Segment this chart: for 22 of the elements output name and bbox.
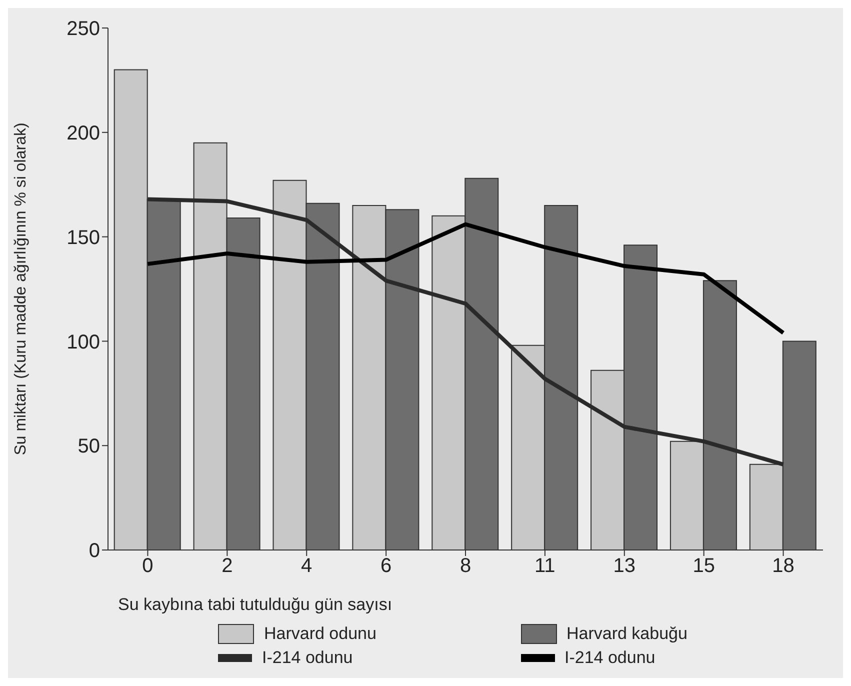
x-tick-label: 2 [222, 555, 233, 578]
legend-label: Harvard kabuğu [566, 624, 688, 644]
y-tick-label: 50 [78, 436, 100, 458]
x-tick-label: 4 [301, 555, 312, 578]
x-tick-label: 8 [460, 555, 472, 578]
x-tick-label: 0 [142, 555, 154, 578]
x-tick-label: 15 [692, 555, 715, 578]
x-tick-label: 13 [613, 555, 636, 578]
y-tick-label: 150 [66, 226, 100, 249]
legend-label: Harvard odunu [264, 624, 376, 644]
y-tick-label: 200 [66, 122, 100, 144]
x-tick-label: 11 [534, 555, 556, 578]
x-tick-label: 6 [380, 555, 392, 578]
y-tick-label: 100 [66, 331, 100, 354]
legend-label: I-214 odunu [262, 648, 353, 668]
y-axis-title: Su miktarı (Kuru madde ağırlığının % si olarak) [12, 122, 30, 456]
x-tick-label: 18 [772, 555, 794, 578]
y-tick-label: 250 [66, 18, 100, 40]
line-series [146, 222, 786, 335]
legend-label: I-214 odunu [564, 648, 656, 668]
x-axis-title: Su kaybına tabi tutulduğu gün sayısı [118, 595, 392, 614]
y-tick-label: 0 [88, 540, 100, 562]
